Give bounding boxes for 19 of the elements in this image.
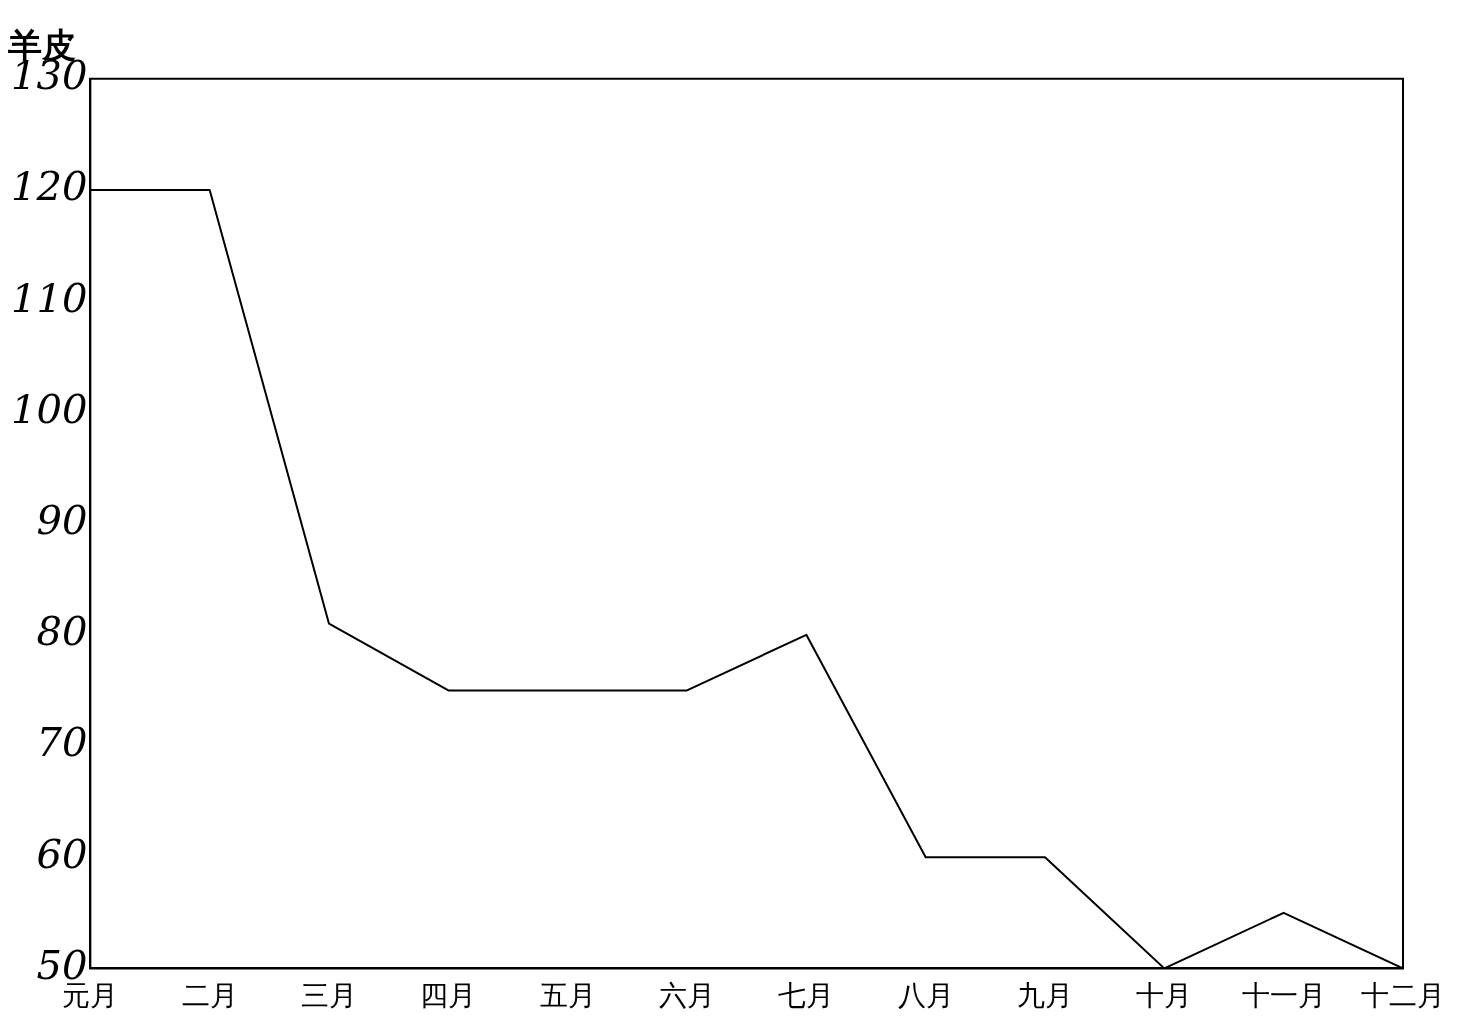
x-tick-label: 十二月	[1361, 979, 1445, 1013]
x-tick-label: 三月	[301, 979, 358, 1013]
x-tick-label: 十月	[1136, 979, 1193, 1013]
x-tick-label: 六月	[659, 979, 716, 1013]
x-tick-label: 五月	[539, 979, 596, 1013]
y-tick-label: 70	[36, 719, 88, 766]
y-tick-label: 120	[10, 163, 88, 210]
x-tick-label: 七月	[778, 979, 835, 1013]
y-tick-label: 60	[36, 830, 88, 877]
y-tick-label: 100	[10, 385, 88, 432]
x-tick-label: 九月	[1017, 979, 1073, 1013]
y-tick-label: 110	[10, 274, 88, 321]
x-tick-label: 八月	[897, 979, 954, 1013]
x-tick-label: 十一月	[1241, 979, 1326, 1013]
x-tick-label: 二月	[181, 979, 238, 1013]
y-tick-label: 90	[36, 496, 88, 543]
x-tick-label: 四月	[420, 979, 477, 1013]
x-tick-label: 元月	[62, 979, 119, 1013]
y-tick-label: 80	[36, 608, 88, 655]
